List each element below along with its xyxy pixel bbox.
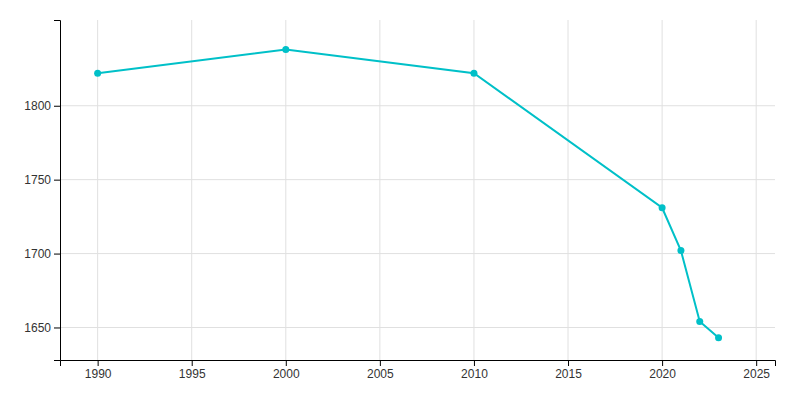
x-axis-tick: 1995 — [179, 360, 206, 381]
tick-label: 2005 — [367, 367, 394, 381]
line — [98, 50, 719, 338]
tick-mark — [474, 360, 475, 366]
x-axis-tick: 1990 — [85, 360, 112, 381]
plot: 1990 1995 2000 2005 2010 2015 2020 2025 1650 1700… — [24, 20, 775, 381]
tick-mark — [380, 360, 381, 366]
y-axis-tick: 1700 — [24, 247, 60, 261]
tick-label: 1995 — [179, 367, 206, 381]
tick-mark — [54, 106, 60, 107]
tick-mark — [98, 360, 99, 366]
grid-line — [60, 179, 775, 180]
grid-line — [191, 20, 192, 360]
x-axis-tick: 2015 — [555, 360, 582, 381]
x-axis-tick: 2005 — [367, 360, 394, 381]
x-axis-tick: 2010 — [461, 360, 488, 381]
x-axis: 1990 1995 2000 2005 2010 2015 2020 2025 — [61, 360, 776, 381]
tick-label: 1990 — [85, 367, 112, 381]
point — [677, 247, 684, 254]
point — [94, 70, 101, 77]
grid-line — [379, 20, 380, 360]
grid-line — [756, 20, 757, 360]
tick-label: 2025 — [743, 367, 770, 381]
grid-line — [60, 253, 775, 254]
y-axis: 1650 1700 1750 1800 — [24, 21, 60, 361]
point — [659, 204, 666, 211]
tick-label: 1800 — [24, 99, 51, 113]
grid-line — [60, 327, 775, 328]
tick-mark — [286, 360, 287, 366]
grid-line — [285, 20, 286, 360]
x-axis-tick: 2000 — [273, 360, 300, 381]
point — [470, 70, 477, 77]
x-axis-line — [61, 361, 776, 367]
grid-line — [568, 20, 569, 360]
point — [715, 334, 722, 341]
tick-label: 2015 — [555, 367, 582, 381]
point — [282, 46, 289, 53]
tick-label: 1750 — [24, 173, 51, 187]
y-axis-tick: 1800 — [24, 99, 60, 113]
tick-mark — [54, 254, 60, 255]
tick-label: 2020 — [649, 367, 676, 381]
x-axis-tick: 2025 — [743, 360, 770, 381]
grid — [60, 20, 775, 360]
chart: 1990 1995 2000 2005 2010 2015 2020 2025 1650 1700… — [0, 0, 800, 400]
y-axis-tick: 1750 — [24, 173, 60, 187]
tick-mark — [662, 360, 663, 366]
tick-label: 2010 — [461, 367, 488, 381]
tick-mark — [568, 360, 569, 366]
grid-line — [662, 20, 663, 360]
x-axis-tick: 2020 — [649, 360, 676, 381]
tick-mark — [756, 360, 757, 366]
marks — [94, 46, 722, 341]
point — [696, 318, 703, 325]
tick-mark — [54, 180, 60, 181]
y-axis-line — [54, 21, 61, 361]
tick-label: 1700 — [24, 247, 51, 261]
y-axis-tick: 1650 — [24, 321, 60, 335]
tick-mark — [54, 327, 60, 328]
tick-label: 2000 — [273, 367, 300, 381]
tick-label: 1650 — [24, 321, 51, 335]
tick-mark — [192, 360, 193, 366]
grid-line — [60, 105, 775, 106]
